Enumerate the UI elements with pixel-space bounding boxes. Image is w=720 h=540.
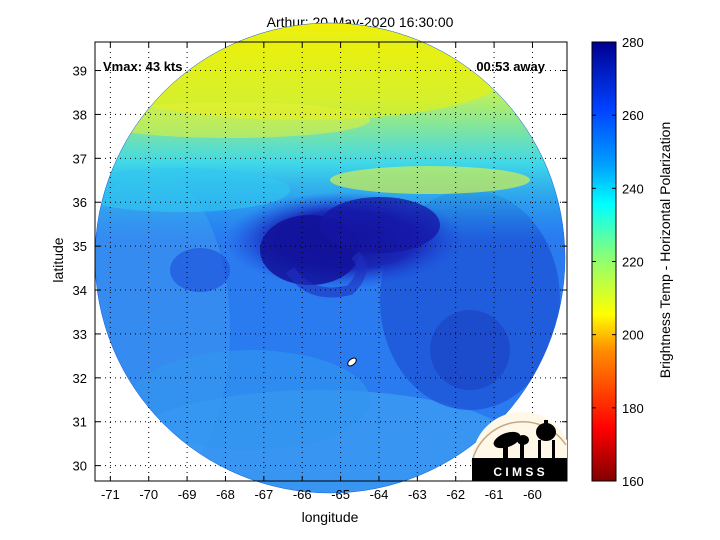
y-tick-label: 36	[73, 195, 87, 210]
x-tick-label: -65	[331, 487, 350, 502]
cimss-logo: C I M S S	[471, 411, 567, 481]
y-tick-label: 35	[73, 239, 87, 254]
y-tick-label: 34	[73, 283, 87, 298]
y-tick-label: 30	[73, 459, 87, 474]
grid-lines	[95, 42, 567, 481]
y-tick-label: 32	[73, 371, 87, 386]
brightness-temperature-disc	[95, 23, 565, 493]
colorbar-tick-label: 200	[622, 328, 644, 343]
colorbar-label: Brightness Temp - Horizontal Polarizatio…	[657, 122, 673, 379]
plot-frame	[94, 41, 568, 482]
x-axis-ticks: -71 -70 -69 -68 -67 -66 -65 -64 -63 -62 -61 -60	[101, 42, 542, 502]
colorbar-tick-label: 280	[622, 35, 644, 50]
x-tick-label: -71	[101, 487, 120, 502]
colorbar-tick-label: 180	[622, 401, 644, 416]
y-tick-label: 31	[73, 415, 87, 430]
vmax-annotation: Vmax: 43 kts	[103, 59, 183, 74]
x-tick-label: -69	[178, 487, 197, 502]
storm-center-marker	[347, 357, 357, 367]
x-tick-label: -68	[216, 487, 235, 502]
x-tick-label: -63	[408, 487, 427, 502]
colorbar-tick-label: 260	[622, 108, 644, 123]
colorbar-tick-label: 220	[622, 255, 644, 270]
x-tick-label: -67	[254, 487, 273, 502]
y-tick-label: 37	[73, 151, 87, 166]
y-tick-label: 33	[73, 327, 87, 342]
colorbar-tick-label: 240	[622, 181, 644, 196]
x-tick-label: -62	[446, 487, 465, 502]
y-tick-label: 39	[73, 64, 87, 79]
x-tick-label: -66	[293, 487, 312, 502]
x-tick-label: -61	[485, 487, 504, 502]
colorbar-ticks: 160 180 200 220 240 260 280	[592, 35, 644, 489]
x-tick-label: -64	[370, 487, 389, 502]
time-away-annotation: 00:53 away	[476, 59, 545, 74]
logo-text: C I M S S	[493, 465, 544, 479]
x-axis-label: longitude	[302, 509, 359, 525]
colorbar-tick-label: 160	[622, 474, 644, 489]
y-tick-label: 38	[73, 107, 87, 122]
y-axis-label: latitude	[50, 237, 66, 282]
y-axis-ticks: 30 31 32 33 34 35 36 37 38 39	[73, 64, 567, 474]
x-tick-label: -60	[523, 487, 542, 502]
x-tick-label: -70	[139, 487, 158, 502]
